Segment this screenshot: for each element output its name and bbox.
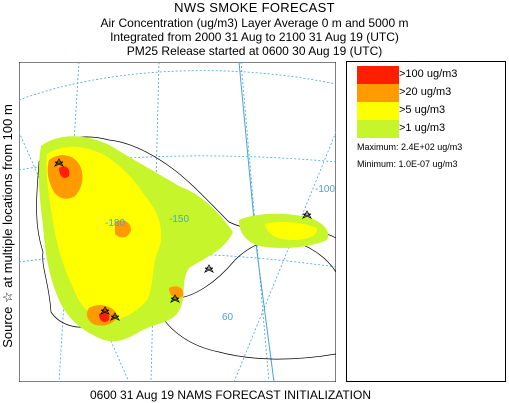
source-star-3 (109, 312, 121, 321)
grid-label-2: -100 (315, 184, 335, 195)
source-star-2 (99, 306, 111, 315)
grid-label-3: -150 (169, 214, 189, 225)
smoke-plumes (38, 136, 329, 342)
concentration-legend: >100 ug/m3 >20 ug/m3 >5 ug/m3 >1 ug/m3 M… (346, 61, 506, 382)
coast-pacific (158, 311, 336, 360)
legend-swatch-gt1 (357, 120, 399, 138)
legend-minimum: Minimum: 1.0E-07 ug/m3 (357, 159, 458, 169)
legend-swatch-gt20 (357, 84, 399, 102)
subtitle-release: PM25 Release started at 0600 30 Aug 19 (… (126, 44, 383, 58)
source-star-4 (169, 294, 181, 303)
borders (238, 62, 275, 382)
footer-text: 0600 31 Aug 19 NAMS FORECAST INITIALIZAT… (90, 388, 371, 402)
grid-labels: -180 -100 -150 60 (105, 184, 335, 323)
source-star-6 (53, 158, 65, 167)
legend-swatch-gt100 (357, 66, 399, 84)
legend-swatch-gt5 (357, 102, 399, 120)
map-title: NWS SMOKE FORECAST (174, 0, 335, 15)
source-star-1 (203, 264, 215, 273)
subtitle-concentration: Air Concentration (ug/m3) Layer Average … (100, 16, 409, 30)
legend-label-gt100: >100 ug/m3 (399, 68, 458, 80)
source-label-text: Source ☆ at multiple locations from 100 … (0, 104, 15, 348)
smoke-map: -180 -100 -150 60 (19, 62, 336, 382)
plume-gt100-south (99, 312, 110, 322)
plume-gt100-north (59, 166, 70, 178)
legend-label-gt20: >20 ug/m3 (399, 86, 452, 98)
plume-gt5-east (265, 221, 318, 240)
grid-label-1: -180 (105, 218, 125, 229)
grid-label-4: 60 (222, 312, 234, 323)
legend-maximum: Maximum: 2.4E+02 ug/m3 (357, 142, 463, 152)
source-star-5 (301, 210, 313, 219)
legend-label-gt1: >1 ug/m3 (399, 122, 446, 134)
grid-lon-5 (233, 131, 336, 382)
plume-gt20-central (115, 220, 131, 238)
legend-label-gt5: >5 ug/m3 (399, 104, 446, 116)
source-markers (53, 158, 313, 321)
plume-gt20-southeast (169, 286, 184, 298)
subtitle-integration: Integrated from 2000 31 Aug to 2100 31 A… (110, 30, 399, 44)
source-side-label: Source ☆ at multiple locations from 100 … (0, 0, 16, 403)
border-line (238, 62, 275, 382)
